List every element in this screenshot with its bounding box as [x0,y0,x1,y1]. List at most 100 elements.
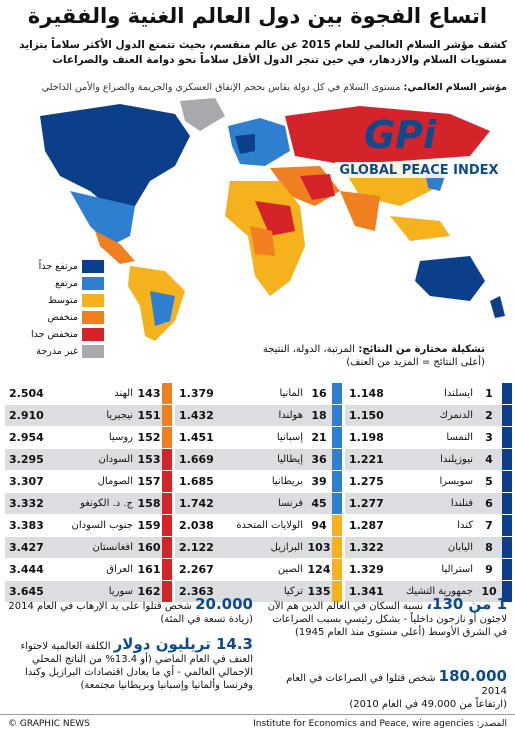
rank: 39 [311,475,327,488]
score: 2.504 [9,387,44,400]
intro: كشف مؤشر السلام العالمي للعام 2015 عن عا… [19,39,507,66]
fact-headline: 1 من 130، [426,595,507,613]
score: 1.150 [349,409,384,422]
source-text: Institute for Economics and Peace, wire … [253,719,474,729]
table-heading: تشكيلة مختارة من النتائج: المرتبة، الدول… [255,343,485,369]
table-row: 2.267 الصين 124 [175,559,342,581]
fact-text: نسبة السكان في العالم الذين هم الآن لاجئ… [267,601,507,638]
rank: 103 [307,541,331,554]
score: 1.221 [349,453,384,466]
score: 3.383 [9,519,44,532]
table-row: 3.427 أفغانستان 160 [5,537,172,559]
level-strip [332,405,342,426]
rank: 21 [311,431,327,444]
title: اتساع الفجوة بين دول العالم الغنية والفق… [27,4,488,28]
rank: 5 [485,475,493,488]
country: هولندا [278,410,303,421]
rank: 157 [137,475,161,488]
legend: مرتفع جداً مرتفع متوسط منخفض منخفض جدا غير مد… [14,258,104,360]
rank: 161 [137,563,161,576]
footer: © GRAPHIC NEWS المصدر: Institute for Eco… [0,714,515,734]
table-row: 3.444 العراق 161 [5,559,172,581]
note-text: مستوى السلام في كل دولة يقاس بحجم الإنفا… [41,82,401,93]
country: كندا [457,520,473,531]
score: 3.307 [9,475,44,488]
country: البرازيل [270,542,303,553]
score: 2.038 [179,519,214,532]
country: ج. د. الكونغو [80,498,133,509]
rank: 8 [485,541,493,554]
fact-headline: 20.000 [195,595,253,613]
rank: 152 [137,431,161,444]
country: بريطانيا [271,476,303,487]
level-strip [502,493,512,514]
table-row: 1.379 ألمانيا 16 [175,383,342,405]
fact: 1 من 130، نسبة السكان في العالم الذين هم… [262,595,507,639]
country: اليابان [447,542,473,553]
legend-swatch [82,345,104,358]
level-strip [162,515,172,536]
legend-swatch [82,311,104,324]
level-strip [332,559,342,580]
rank: 94 [311,519,327,532]
score: 1.275 [349,475,384,488]
table-row: 1.341 جمهورية التشيك 10 [345,581,512,603]
table-row: 1.669 إيطاليا 36 [175,449,342,471]
level-strip [502,537,512,558]
fact: 14.3 تريليون دولار الكلفة العالمية لاحتو… [8,637,253,692]
level-strip [332,427,342,448]
fact-text: الكلفة العالمية لاحتواء العنف في العام ا… [20,641,253,691]
level-strip [502,427,512,448]
legend-label: متوسط [48,295,78,306]
source-label: المصدر: [476,719,507,729]
country: ألمانيا [279,388,303,399]
level-strip [502,581,512,602]
country: الصومال [97,476,133,487]
score: 3.645 [9,585,44,598]
country: فرنسا [277,498,303,509]
level-strip [162,471,172,492]
legend-swatch [82,328,104,341]
score: 1.451 [179,431,214,444]
country: الهند [114,388,133,399]
country: فنلندا [450,498,473,509]
table-row: 1.275 سويسرا 5 [345,471,512,493]
heading-note: (أعلى النتائج = المزيد من العنف) [346,357,485,368]
table-row: 3.307 الصومال 157 [5,471,172,493]
table-row: 1.685 بريطانيا 39 [175,471,342,493]
country: أيسلندا [444,388,473,399]
rank: 158 [137,497,161,510]
legend-label: مرتفع جداً [38,261,78,272]
legend-item: غير مدرجة [14,343,104,360]
table-row: 1.742 فرنسا 45 [175,493,342,515]
rank: 135 [307,585,331,598]
table-row: 1.148 أيسلندا 1 [345,383,512,405]
legend-swatch [82,260,104,273]
legend-label: غير مدرجة [36,346,78,357]
score: 3.427 [9,541,44,554]
rank: 1 [485,387,493,400]
level-strip [332,537,342,558]
score: 3.444 [9,563,44,576]
score: 1.742 [179,497,214,510]
country: العراق [106,564,133,575]
score: 1.322 [349,541,384,554]
table-column: 2.504 الهند 143 2.910 نيجيريا 151 2.954 روسيا 15… [5,383,172,603]
fact-sub: (زيادة تسعة في المئة) [160,614,253,625]
table-row: 1.221 نيوزيلندا 4 [345,449,512,471]
legend-item: منخفض [14,309,104,326]
table-column: 1.379 ألمانيا 16 1.432 هولندا 18 1.451 إسبانيا 2… [175,383,342,603]
level-strip [502,515,512,536]
score: 2.363 [179,585,214,598]
table-row: 1.277 فنلندا 6 [345,493,512,515]
score: 2.954 [9,431,44,444]
score: 2.910 [9,409,44,422]
level-strip [502,449,512,470]
heading: تشكيلة مختارة من النتائج: [358,344,485,355]
table-row: 1.329 أستراليا 9 [345,559,512,581]
score: 3.332 [9,497,44,510]
score: 1.685 [179,475,214,488]
table-row: 2.122 البرازيل 103 [175,537,342,559]
level-strip [332,449,342,470]
country: نيجيريا [106,410,133,421]
